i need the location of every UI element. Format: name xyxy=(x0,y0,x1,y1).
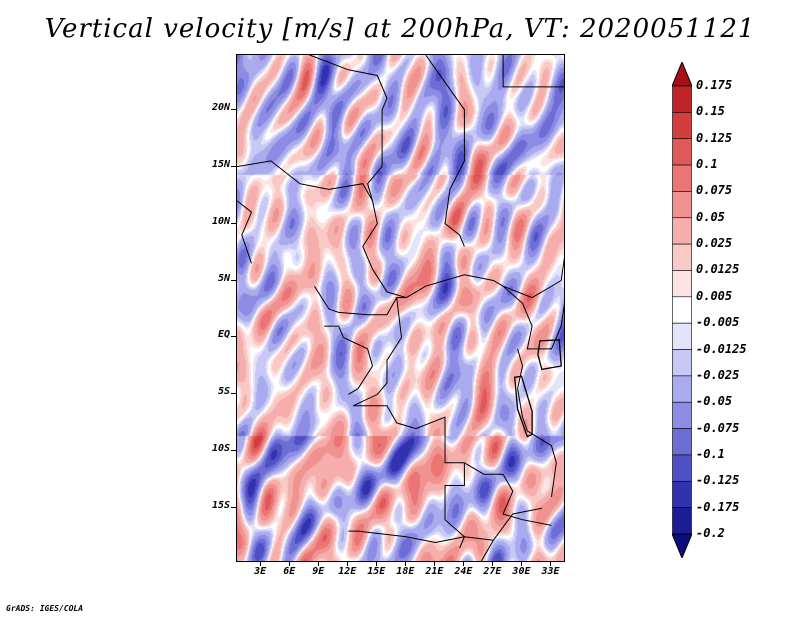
colorbar-level-label: -0.125 xyxy=(696,473,740,488)
lat-label: 20N xyxy=(211,101,230,113)
lon-tick xyxy=(405,562,407,566)
colorbar-segment xyxy=(672,138,692,166)
colorbar-segment xyxy=(672,191,692,219)
colorbar-segment xyxy=(672,217,692,245)
lon-label: 9E xyxy=(312,566,325,577)
colorbar-segment xyxy=(672,480,692,508)
border-line xyxy=(464,462,552,526)
colorbar-segment xyxy=(672,428,692,456)
colorbar-segment xyxy=(672,375,692,403)
colorbar-level-label: -0.05 xyxy=(696,394,733,409)
colorbar-segment xyxy=(672,85,692,113)
lon-label: 21E xyxy=(425,566,444,577)
colorbar-level-label: 0.175 xyxy=(696,78,733,92)
border-line xyxy=(531,257,564,299)
chart-title: Vertical velocity [m/s] at 200hPa, VT: 2… xyxy=(44,14,756,44)
lon-tick xyxy=(492,562,494,566)
lon-tick xyxy=(550,562,552,566)
lat-tick xyxy=(231,507,236,509)
lat-tick xyxy=(231,336,236,338)
colorbar-segment xyxy=(672,270,692,298)
colorbar-top-triangle xyxy=(672,62,692,87)
lat-label: 15S xyxy=(211,500,230,512)
lon-tick xyxy=(521,562,523,566)
colorbar-level-label: -0.005 xyxy=(696,315,740,330)
colorbar-level-label: 0.125 xyxy=(696,130,733,145)
colorbar-segment xyxy=(672,243,692,271)
border-line xyxy=(237,160,373,202)
lon-label: 27E xyxy=(483,566,502,577)
colorbar-level-label: 0.05 xyxy=(696,209,725,224)
lat-tick xyxy=(231,165,236,167)
colorbar-segment xyxy=(672,296,692,324)
border-line xyxy=(324,325,374,395)
lat-label: EQ xyxy=(217,329,230,341)
grads-credit: GrADS: IGES/COLA xyxy=(6,604,84,613)
border-line xyxy=(237,200,253,264)
colorbar xyxy=(672,62,692,558)
border-line xyxy=(517,348,557,497)
lat-tick xyxy=(231,222,236,224)
colorbar-level-label: 0.1 xyxy=(696,157,718,172)
border-line xyxy=(352,297,403,407)
lat-tick xyxy=(231,279,236,281)
colorbar-segment xyxy=(672,349,692,377)
lon-label: 3E xyxy=(254,566,267,577)
lon-label: 6E xyxy=(283,566,296,577)
lon-label: 12E xyxy=(338,566,357,577)
vertical-velocity-field xyxy=(237,55,564,561)
country-borders xyxy=(237,55,564,561)
lon-tick xyxy=(318,562,320,566)
lat-tick xyxy=(231,450,236,452)
colorbar-segment xyxy=(672,401,692,429)
lat-label: 10S xyxy=(211,443,230,455)
border-line xyxy=(425,55,465,247)
colorbar-segment xyxy=(672,507,692,535)
border-line xyxy=(309,55,533,299)
lat-label: 5N xyxy=(217,272,230,284)
lon-tick xyxy=(434,562,436,566)
lat-tick xyxy=(231,108,236,110)
colorbar-segment xyxy=(672,164,692,192)
colorbar-level-label: 0.025 xyxy=(696,236,733,251)
map-panel xyxy=(236,54,565,562)
colorbar-segment xyxy=(672,112,692,140)
lon-tick xyxy=(289,562,291,566)
lon-tick xyxy=(260,562,262,566)
lon-label: 24E xyxy=(454,566,473,577)
border-line xyxy=(313,285,407,316)
colorbar-bottom-triangle xyxy=(672,533,692,558)
lake-outline xyxy=(513,375,533,438)
lon-tick xyxy=(463,562,465,566)
colorbar-level-label: 0.15 xyxy=(696,104,725,119)
border-line xyxy=(353,405,466,549)
border-line xyxy=(348,530,494,544)
lon-tick xyxy=(347,562,349,566)
colorbar-level-label: -0.175 xyxy=(696,499,740,514)
lon-tick xyxy=(376,562,378,566)
colorbar-level-label: -0.075 xyxy=(696,420,740,435)
lon-label: 15E xyxy=(367,566,386,577)
border-line xyxy=(502,285,564,350)
colorbar-level-label: -0.025 xyxy=(696,367,740,382)
colorbar-level-label: -0.0125 xyxy=(696,341,747,356)
colorbar-segment xyxy=(672,322,692,350)
lon-label: 33E xyxy=(541,566,560,577)
lon-label: 30E xyxy=(512,566,531,577)
lat-label: 15N xyxy=(211,158,230,170)
colorbar-level-label: 0.075 xyxy=(696,183,733,198)
colorbar-level-label: -0.1 xyxy=(696,446,725,461)
colorbar-level-label: 0.005 xyxy=(696,288,733,303)
lat-tick xyxy=(231,393,236,395)
lake-outline xyxy=(537,339,562,371)
lat-label: 10N xyxy=(211,215,230,227)
border-line xyxy=(480,507,542,561)
colorbar-level-label: -0.2 xyxy=(696,526,725,540)
lat-label: 5S xyxy=(217,386,230,398)
lon-label: 18E xyxy=(396,566,415,577)
colorbar-level-label: 0.0125 xyxy=(696,262,740,277)
border-line xyxy=(502,55,564,88)
colorbar-segment xyxy=(672,454,692,482)
